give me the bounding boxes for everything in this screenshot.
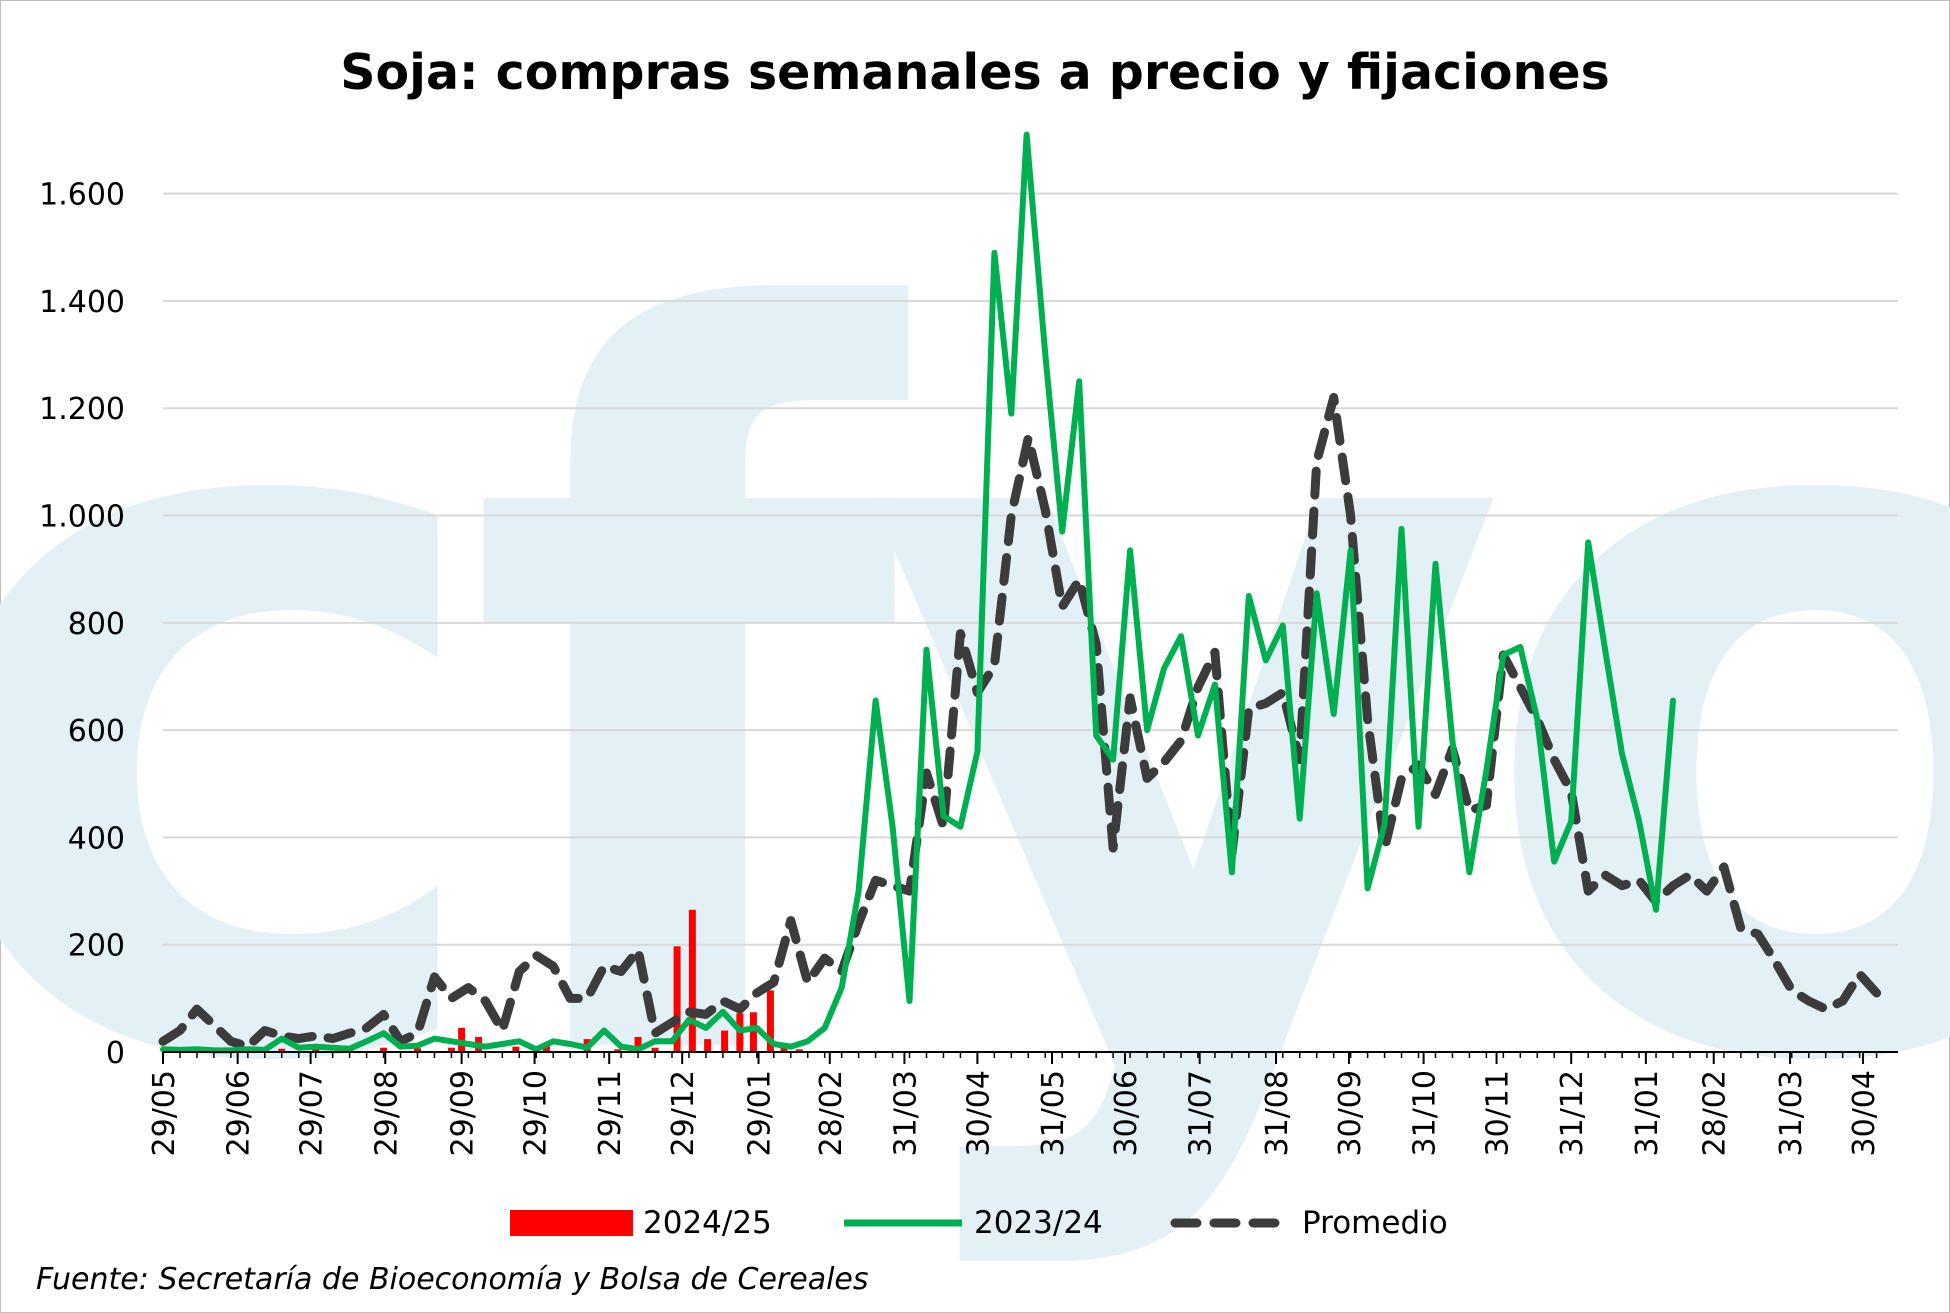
bar-2024-25	[688, 909, 696, 1052]
x-tick-label: 30/11	[1481, 1070, 1516, 1156]
x-tick-label: 31/12	[1555, 1070, 1590, 1156]
line-2023-24	[160, 131, 1676, 1054]
y-tick-label: 1.200	[39, 392, 125, 427]
x-tick-label: 29/09	[446, 1070, 481, 1156]
x-tick-label: 29/11	[593, 1070, 628, 1156]
x-tick-label: 28/02	[814, 1070, 849, 1156]
x-tick-label: 30/06	[1109, 1070, 1144, 1156]
y-tick-label: 1.400	[39, 285, 125, 320]
x-tick-label: 30/04	[1847, 1070, 1882, 1156]
x-tick-label: 29/01	[743, 1070, 778, 1156]
legend-bar-swatch	[510, 1210, 633, 1236]
legend: 2024/25 2023/24 Promedio	[0, 1200, 1950, 1246]
bar-2024-25	[380, 1047, 388, 1052]
y-tick-label: 0	[106, 1036, 125, 1071]
bar-2024-25	[704, 1039, 712, 1052]
y-tick-label: 200	[68, 929, 125, 964]
bar-2024-25	[673, 946, 681, 1052]
y-tick-label: 400	[68, 821, 125, 856]
line-promedio	[158, 393, 1882, 1052]
x-tick-label: 29/06	[222, 1070, 257, 1156]
legend-item-promedio: Promedio	[1170, 1200, 1448, 1246]
x-tick-label: 29/10	[519, 1070, 554, 1156]
x-tick-label: 28/02	[1698, 1070, 1733, 1156]
bar-2024-25	[795, 1049, 803, 1052]
x-tick-label: 30/04	[961, 1070, 996, 1156]
bar-2024-25	[542, 1044, 550, 1052]
bar-2024-25	[312, 1049, 320, 1052]
bar-2024-25	[721, 1030, 729, 1052]
chart-title: Soja: compras semanales a precio y fijac…	[340, 44, 1610, 101]
bar-2024-25	[413, 1048, 421, 1052]
bar-2024-25	[447, 1047, 455, 1052]
bar-2024-25	[780, 1045, 788, 1052]
x-tick-label: 31/03	[1774, 1070, 1809, 1156]
x-tick-label: 31/03	[888, 1070, 923, 1156]
axes: 0 200 400 600 800 1.000 1.200 1.400 1.600 29/05 29…	[39, 178, 1898, 1156]
x-tick-label: 31/10	[1408, 1070, 1443, 1156]
y-tick-label: 1.600	[39, 178, 125, 213]
x-tick-label: 31/05	[1036, 1070, 1071, 1156]
x-tick-label: 31/08	[1260, 1070, 1295, 1156]
bar-2024-25	[749, 1012, 757, 1052]
x-tick-label: 30/09	[1333, 1070, 1368, 1156]
x-tick-label: 29/08	[369, 1070, 404, 1156]
bar-2024-25	[651, 1047, 659, 1052]
watermark-logo: cfyo	[0, 117, 1950, 1281]
bar-2024-25	[512, 1046, 520, 1052]
legend-item-2024-25: 2024/25	[510, 1200, 772, 1246]
y-tick-label: 600	[68, 714, 125, 749]
y-tick-label: 800	[68, 607, 125, 642]
x-tick-label: 29/07	[295, 1070, 330, 1156]
legend-label-2024-25: 2024/25	[643, 1205, 772, 1241]
x-tick-label: 29/12	[666, 1070, 701, 1156]
y-tick-label: 1.000	[39, 500, 125, 535]
x-tick-label: 29/05	[147, 1070, 182, 1156]
x-tick-label: 31/01	[1630, 1070, 1665, 1156]
legend-label-2023-24: 2023/24	[974, 1205, 1103, 1241]
legend-label-promedio: Promedio	[1302, 1205, 1448, 1241]
legend-dashed-swatch	[1170, 1218, 1292, 1228]
bar-2024-25	[614, 1049, 622, 1052]
bar-2024-25	[278, 1048, 286, 1052]
line-series	[158, 131, 1882, 1054]
legend-item-2023-24: 2023/24	[842, 1200, 1103, 1246]
x-tick-label: 31/07	[1184, 1070, 1219, 1156]
gridlines	[163, 192, 1898, 946]
watermark-text: cfyo	[0, 117, 1950, 1281]
source-note: Fuente: Secretaría de Bioeconomía y Bols…	[36, 1262, 869, 1297]
bar-2024-25	[766, 990, 774, 1052]
bar-2024-25	[634, 1036, 642, 1052]
legend-line-swatch	[844, 1219, 962, 1227]
